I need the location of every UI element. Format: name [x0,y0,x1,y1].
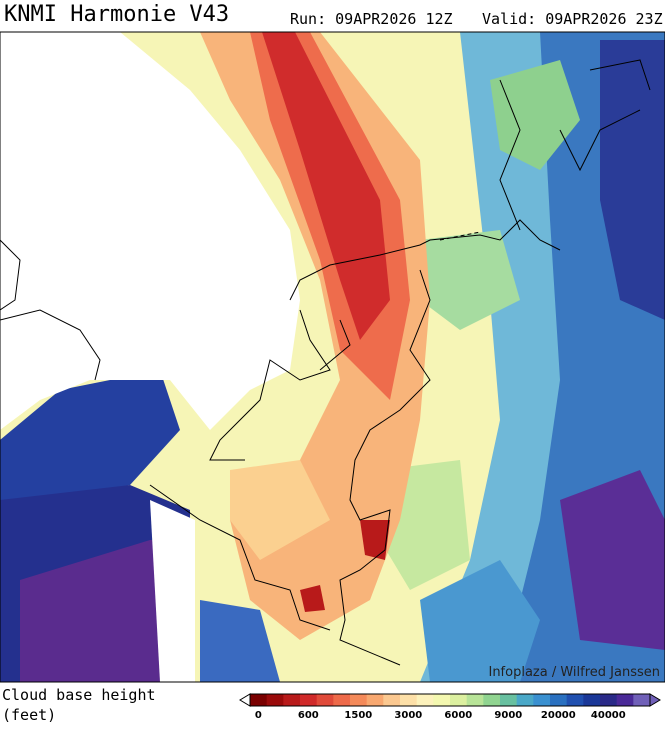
colorbar-segment [316,694,334,706]
colorbar-segment [383,694,401,706]
legend-title-line: (feet) [2,706,57,724]
colorbar-label: 600 [298,710,319,721]
colorbar-label: 40000 [591,710,626,721]
colorbar-segment [450,694,468,706]
colorbar-segment [366,694,384,706]
colorbar-label: 20000 [541,710,576,721]
colorbar-end [649,693,661,707]
colorbar-segment [250,694,268,706]
colorbar-segment [483,694,501,706]
colorbar-segment [566,694,584,706]
colorbar-segment [433,694,451,706]
colorbar-label: 3000 [394,710,422,721]
colorbar-segment [400,694,418,706]
credit: Infoplaza / Wilfred Janssen [488,665,660,680]
colorbar-segment [416,694,434,706]
legend-title-line: Cloud base height [2,686,156,704]
colorbar-segment [616,694,634,706]
valid-time: Valid: 09APR2026 23Z [482,10,663,28]
colorbar-label: 9000 [494,710,522,721]
colorbar-segment [550,694,568,706]
colorbar-frame [249,693,651,707]
run-time: Run: 09APR2026 12Z [290,10,453,28]
colorbar-label: 6000 [444,710,472,721]
colorbar-end [239,693,251,707]
colorbar-label: 0 [255,710,262,721]
colorbar-segment [266,694,284,706]
colorbar: 0 600 1500 3000 6000 9000 20000 40000 [239,693,661,721]
colorbar-segment [283,694,301,706]
colorbar-segment [533,694,551,706]
colorbar-segment [300,694,318,706]
colorbar-segment [633,694,651,706]
colorbar-segment [466,694,484,706]
colorbar-segment [516,694,534,706]
colorbar-segment [350,694,368,706]
colorbar-label: 1500 [344,710,372,721]
colorbar-segment [600,694,618,706]
colorbar-segment [583,694,601,706]
colorbar-segment [500,694,518,706]
legend-title: Cloud base height (feet) [2,685,156,725]
map-title: KNMI Harmonie V43 [4,2,230,27]
colorbar-segment [333,694,351,706]
